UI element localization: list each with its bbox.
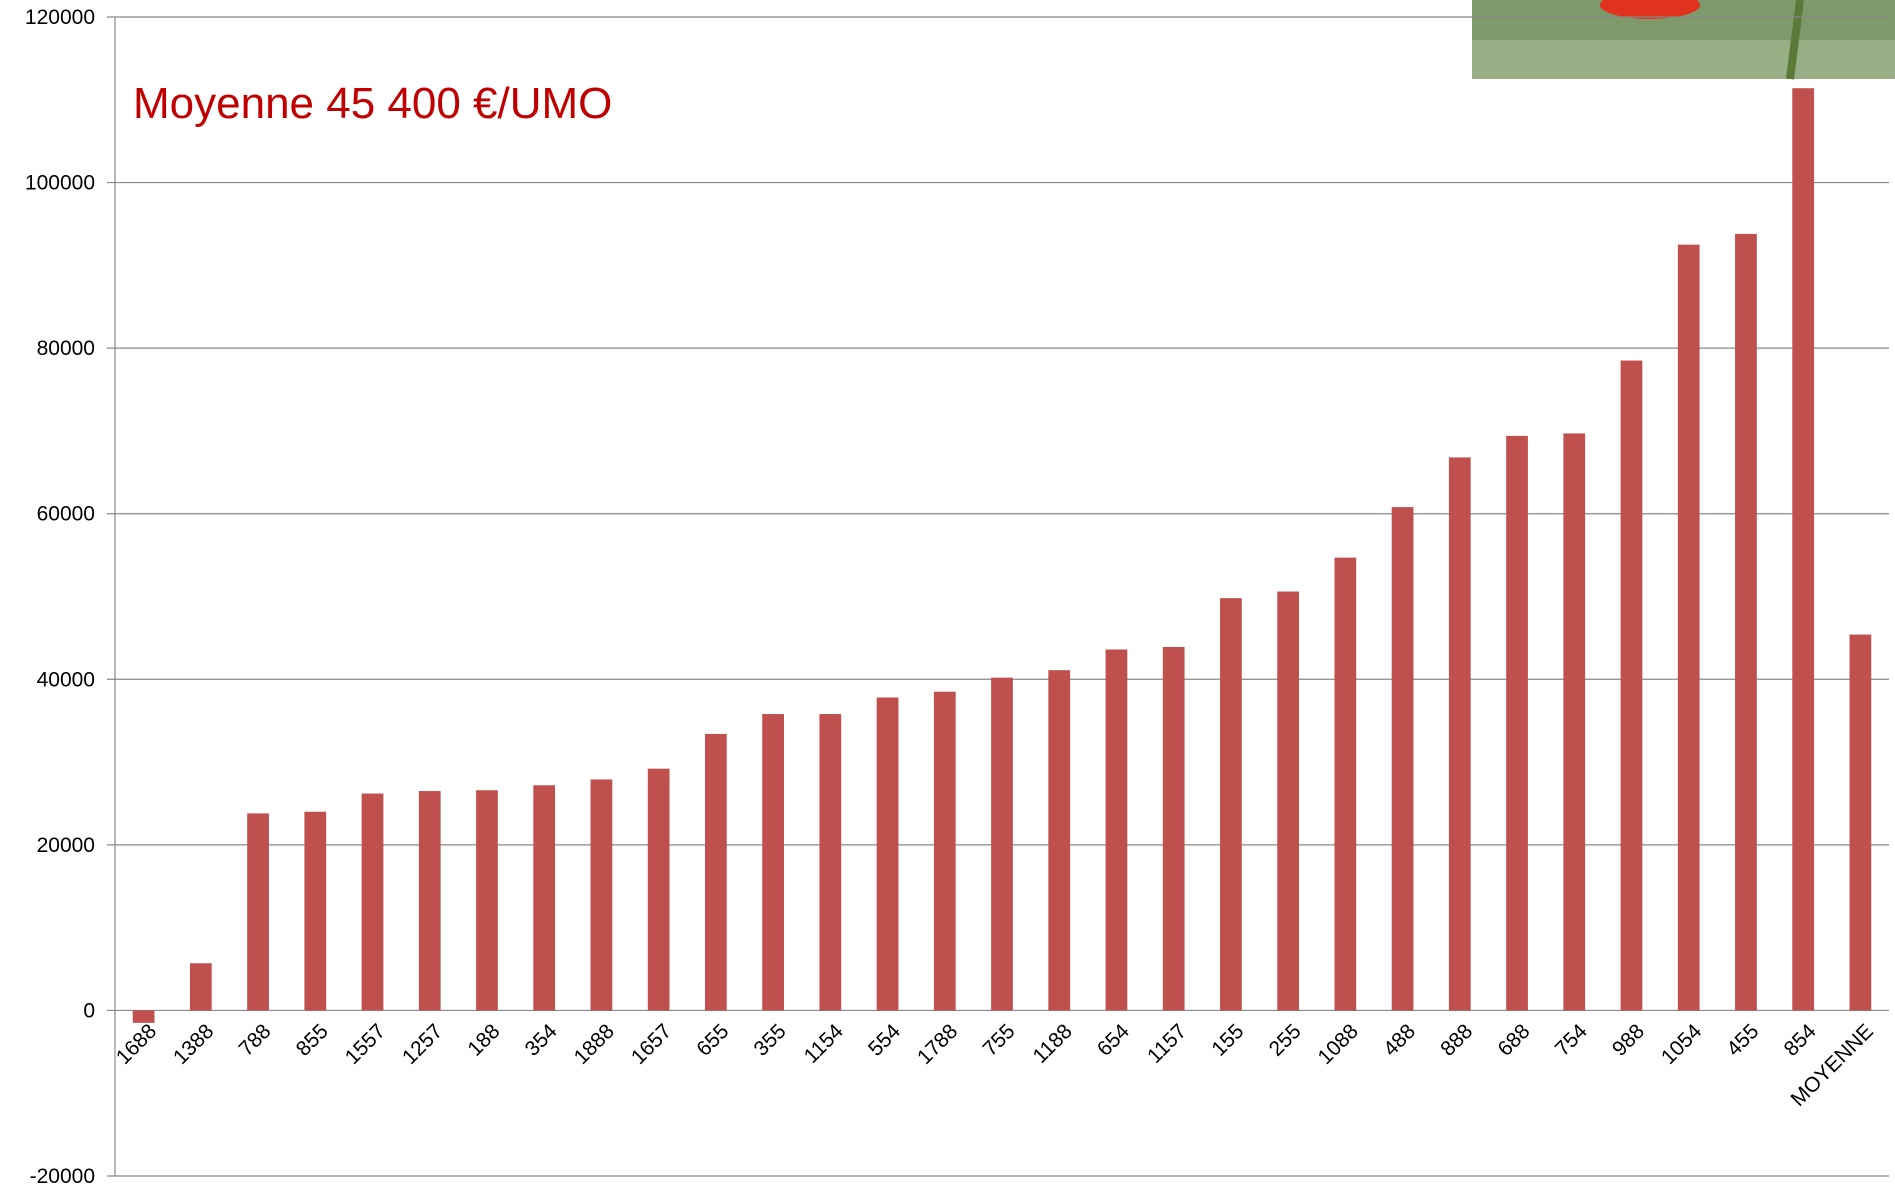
bar [1620, 360, 1643, 1011]
bar [1220, 598, 1242, 1011]
bar [189, 963, 212, 1011]
bar [1277, 591, 1300, 1011]
bar [1792, 88, 1815, 1011]
bar [1849, 634, 1872, 1011]
x-tick-label: 754 [1551, 1019, 1592, 1060]
x-tick-label: 455 [1722, 1020, 1763, 1061]
x-tick-label: 255 [1265, 1020, 1306, 1061]
bar [418, 791, 441, 1011]
bar [590, 779, 613, 1011]
bar [1162, 646, 1185, 1011]
bar [1334, 557, 1357, 1011]
x-tick-label: 1657 [627, 1020, 676, 1069]
x-tick-label: 1257 [398, 1020, 447, 1069]
x-tick-label: 755 [978, 1020, 1019, 1061]
bar [1105, 649, 1128, 1011]
x-tick-label: 1188 [1029, 1020, 1077, 1068]
x-tick-label: 855 [292, 1020, 333, 1061]
x-tick-label: 1054 [1657, 1019, 1707, 1069]
x-tick-label: 1688 [112, 1020, 161, 1069]
bar [361, 793, 384, 1011]
bar [819, 714, 842, 1011]
bar [476, 790, 498, 1011]
x-tick-label: 1557 [341, 1020, 390, 1069]
x-tick-label: 355 [750, 1020, 791, 1061]
bar [1048, 670, 1071, 1011]
bar [533, 785, 556, 1011]
y-tick-label: 80000 [37, 337, 95, 360]
x-tick-label: 354 [521, 1019, 562, 1060]
y-tick-label: -20000 [30, 1165, 95, 1188]
x-tick-label: 188 [463, 1020, 504, 1061]
x-tick-label: 654 [1093, 1019, 1134, 1060]
x-tick-label: 155 [1207, 1020, 1248, 1061]
bar [132, 1010, 155, 1023]
bar [1677, 244, 1700, 1011]
x-tick-label: 488 [1379, 1020, 1420, 1061]
bar [304, 811, 327, 1011]
bar [1448, 457, 1471, 1011]
bar [991, 677, 1013, 1011]
x-tick-label: 888 [1436, 1020, 1477, 1061]
bar [704, 733, 727, 1011]
x-tick-label: 988 [1608, 1020, 1649, 1061]
x-tick-label: 655 [692, 1020, 733, 1061]
bar [876, 697, 899, 1011]
x-tick-label: 1157 [1143, 1020, 1191, 1068]
bar [933, 691, 956, 1011]
bar [647, 768, 670, 1011]
bar [1735, 233, 1757, 1011]
x-tick-label: 1088 [1314, 1020, 1363, 1069]
y-tick-label: 60000 [37, 503, 95, 526]
x-tick-label: 554 [864, 1019, 905, 1060]
y-tick-label: 20000 [37, 834, 95, 857]
bar [1391, 507, 1414, 1011]
x-tick-label: 1788 [913, 1020, 962, 1069]
annotation: Moyenne 45 400 €/UMO [133, 79, 612, 128]
y-tick-label: 40000 [37, 668, 95, 691]
x-tick-label: 788 [235, 1020, 276, 1061]
x-tick-label: 1154 [800, 1019, 848, 1067]
bar [1506, 435, 1528, 1011]
y-tick-label: 120000 [25, 6, 95, 29]
bar [247, 813, 269, 1011]
x-tick-label: 1388 [169, 1020, 218, 1069]
x-tick-label: 688 [1494, 1020, 1535, 1061]
bar [1563, 433, 1586, 1011]
y-tick-label: 100000 [25, 172, 95, 195]
photo [1472, 0, 1895, 80]
bar [762, 714, 784, 1011]
x-tick-label: 854 [1780, 1019, 1821, 1060]
x-tick-label: 1888 [570, 1020, 619, 1069]
y-tick-label: 0 [83, 999, 95, 1022]
